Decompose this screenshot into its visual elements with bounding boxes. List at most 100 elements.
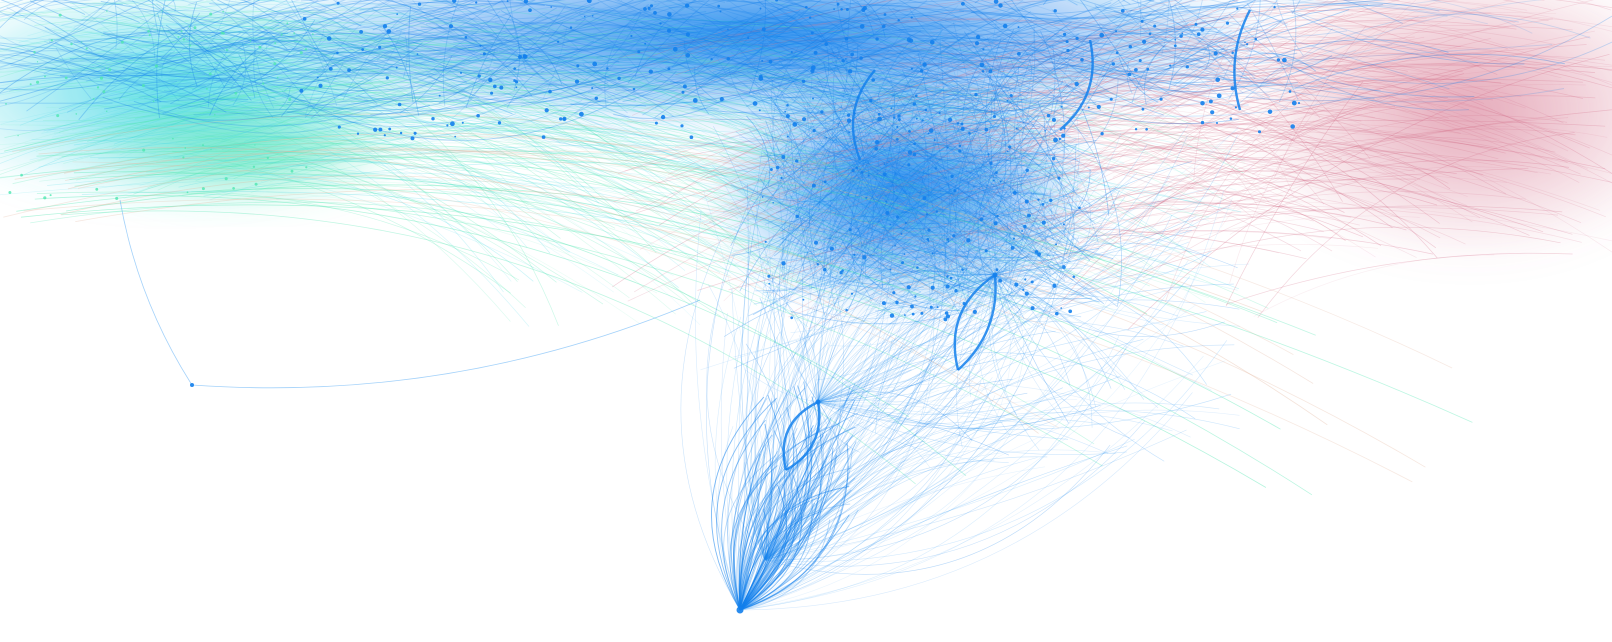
edge-long-arc: [61, 210, 916, 485]
node-left: [286, 22, 289, 25]
node-top: [928, 128, 934, 133]
node-top: [897, 118, 901, 122]
node-top: [844, 37, 849, 41]
edge-hub: [817, 352, 1196, 420]
edge-top-cluster: [0, 54, 95, 69]
edge-top-cluster: [91, 13, 278, 65]
edge-top-cluster: [1079, 0, 1145, 91]
edge-left-arc: [61, 85, 722, 318]
edge-right-arc: [955, 122, 1500, 170]
edge-top-cluster: [1287, 0, 1442, 7]
node-top: [726, 56, 731, 61]
edge-top-cluster: [563, 0, 793, 38]
edge-left-arc: [284, 104, 1237, 191]
edge-right-arc: [872, 120, 1484, 176]
edge-left-arc: [71, 35, 847, 311]
edge-right-arc: [1218, 43, 1343, 202]
edge-top-cluster: [43, 40, 213, 72]
node-top: [1111, 62, 1115, 66]
edge-top-cluster: [1120, 0, 1203, 109]
edge-top-cluster: [0, 95, 163, 131]
edge-top-cluster: [73, 31, 288, 43]
edge-long-arc: [14, 149, 1262, 312]
node-top: [1060, 105, 1063, 108]
edge-right-arc: [1056, 163, 1333, 252]
node-center: [903, 314, 906, 316]
edge-top-cluster: [570, 36, 907, 107]
edge-top-cluster: [769, 89, 825, 116]
edge-center-cluster: [773, 102, 1058, 193]
edge-center-cluster: [926, 26, 959, 149]
edge-hub: [764, 418, 1106, 561]
edge-center-cluster: [746, 115, 770, 186]
edge-top-cluster: [214, 54, 380, 84]
edge-top-cluster: [538, 0, 825, 28]
edge-top-cluster: [1238, 13, 1591, 104]
edge-center-cluster: [826, 76, 857, 163]
edge-hub: [739, 380, 982, 611]
edge-top-cluster: [684, 24, 865, 74]
edge-center-cluster: [897, 161, 1056, 279]
edge-top-cluster: [883, 0, 913, 13]
edge-left-arc: [73, 121, 818, 163]
edge-left-arc: [166, 114, 1066, 286]
edge-center-cluster: [952, 122, 1053, 220]
edge-left-arc: [244, 140, 832, 192]
glow-center-blue: [710, 70, 1090, 310]
edge-center-cluster: [944, 90, 968, 275]
edge-top-cluster: [0, 0, 93, 51]
edge-top-cluster: [0, 102, 113, 104]
edge-top-cluster: [230, 0, 347, 89]
edge-right-arc: [1176, 0, 1339, 88]
edge-center-cluster: [785, 232, 802, 302]
edge-center-cluster: [766, 168, 820, 230]
edge-top-cluster: [1228, 13, 1469, 111]
edge-center-cluster: [797, 136, 876, 163]
edge-top-cluster: [459, 28, 637, 102]
edge-hub: [737, 226, 751, 611]
edge-top-cluster: [690, 92, 966, 115]
edge-center-cluster: [990, 73, 1042, 103]
edge-hub: [817, 401, 990, 431]
edge-hub: [739, 199, 1078, 611]
edge-top-cluster: [146, 0, 320, 35]
edge-left-arc: [179, 72, 960, 194]
edge-top-cluster: [852, 0, 1050, 73]
edge-top-cluster: [892, 26, 1178, 97]
edge-center-cluster: [843, 90, 943, 135]
node-top: [1148, 32, 1152, 36]
node-center: [867, 174, 870, 177]
edge-hub: [994, 163, 1075, 276]
node-top: [373, 127, 378, 132]
edge-top-cluster: [856, 0, 875, 36]
node-top: [850, 52, 855, 57]
edge-top-cluster: [1228, 60, 1271, 98]
edge-top-cluster: [303, 0, 391, 63]
edge-right-arc: [1170, 65, 1295, 71]
node-top: [910, 16, 913, 19]
edge-center-cluster: [733, 147, 864, 252]
edge-thick-accent: [785, 401, 821, 472]
node-top: [844, 58, 847, 60]
edge-top-cluster: [882, 8, 1059, 101]
edge-center-cluster: [844, 205, 922, 250]
edge-top-cluster: [903, 0, 1114, 88]
edge-top-cluster: [786, 36, 1088, 98]
edge-center-cluster: [790, 86, 881, 259]
edge-top-cluster: [836, 0, 875, 103]
node-top: [975, 34, 981, 40]
edge-top-cluster: [218, 0, 345, 89]
edge-center-cluster: [773, 123, 869, 163]
node-center: [999, 180, 1002, 183]
edge-left-arc: [178, 150, 1066, 262]
node-left: [266, 156, 269, 160]
edge-center-cluster: [807, 99, 849, 211]
edge-center-cluster: [782, 193, 890, 224]
edge-right-arc: [759, 0, 1037, 120]
edge-top-cluster: [241, 1, 429, 57]
edge-top-cluster: [898, 0, 996, 61]
edge-hub: [817, 195, 1084, 403]
edge-hub: [817, 299, 1240, 403]
edge-center-cluster: [829, 182, 874, 313]
edge-hub: [951, 274, 996, 370]
